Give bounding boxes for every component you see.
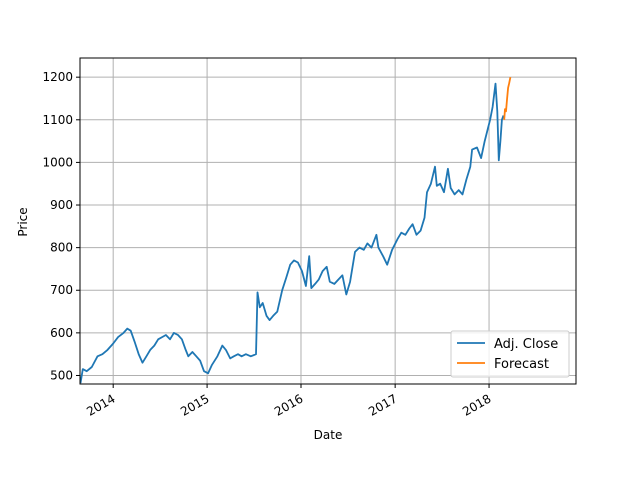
series-layer [79,77,512,384]
y-tick-label: 800 [50,241,73,255]
plot-frame [79,57,577,385]
y-tick-label: 900 [50,198,73,212]
y-axis-label: Price [16,207,30,236]
y-tick-label: 1100 [42,113,73,127]
legend-label-forecast: Forecast [494,357,549,372]
y-tick-label: 700 [50,283,73,297]
series-line-forecast [503,77,512,120]
x-axis-label: Date [314,428,343,442]
y-tick-label: 1200 [42,70,73,84]
y-tick-label: 1000 [42,155,73,169]
grid [80,58,576,384]
legend-label-adj-close: Adj. Close [494,337,558,352]
legend: Adj. Close Forecast [450,330,570,378]
y-tick-label: 600 [50,326,73,340]
series-line-adj-close [79,82,505,384]
y-tick-label: 500 [50,368,73,382]
